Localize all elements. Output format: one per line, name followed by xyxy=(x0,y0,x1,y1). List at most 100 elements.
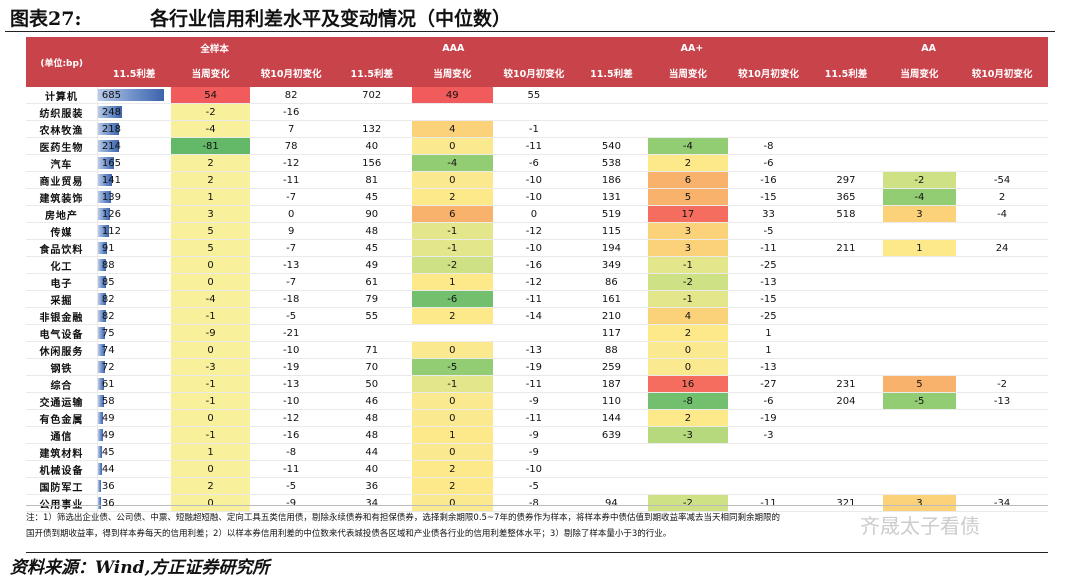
value-cell xyxy=(956,120,1048,138)
figure-title-bar: 图表27: 各行业信用利差水平及变动情况（中位数） xyxy=(0,0,1080,30)
spread-data-bar xyxy=(97,123,119,135)
weekly-change-cell: 0 xyxy=(411,137,494,155)
weekly-change-cell xyxy=(648,103,728,121)
value-cell: -8 xyxy=(250,443,332,461)
weekly-change-cell: 1 xyxy=(411,273,494,291)
value-cell: -11 xyxy=(250,460,332,478)
value-cell xyxy=(493,103,575,121)
value-cell: -13 xyxy=(727,273,810,291)
all-spread-cell: 75 xyxy=(97,324,171,342)
weekly-change-cell: 2 xyxy=(170,171,251,189)
value-cell: -21 xyxy=(250,324,332,342)
spread-data-bar xyxy=(97,310,106,322)
all-spread-cell: 36 xyxy=(97,494,171,512)
value-cell xyxy=(956,290,1048,308)
weekly-change-cell: -8 xyxy=(648,392,728,410)
value-cell: 40 xyxy=(331,460,412,478)
weekly-change-cell xyxy=(882,426,957,444)
weekly-change-cell: -4 xyxy=(170,290,251,308)
weekly-change-cell: 0 xyxy=(411,409,494,427)
weekly-change-cell: -1 xyxy=(170,307,251,325)
weekly-change-cell: 2 xyxy=(411,307,494,325)
weekly-change-cell: -1 xyxy=(411,239,494,257)
value-cell xyxy=(809,341,883,359)
table-row: 有色金属 49 0 -12 48 0 -11 144 2 -19 xyxy=(26,409,1048,427)
value-cell: 46 xyxy=(331,392,412,410)
column-header: 较10月初变化 xyxy=(493,59,575,87)
value-cell: 194 xyxy=(574,239,649,257)
weekly-change-cell: 0 xyxy=(411,443,494,461)
weekly-change-cell xyxy=(882,273,957,291)
group-header-aa-plus: AA+ xyxy=(574,37,810,59)
weekly-change-cell xyxy=(882,222,957,240)
value-cell: -11 xyxy=(493,375,575,393)
industry-name: 汽车 xyxy=(26,154,98,172)
value-cell xyxy=(727,120,810,138)
table-row: 汽车 165 2 -12 156 -4 -6 538 2 -6 xyxy=(26,154,1048,172)
all-spread-cell: 49 xyxy=(97,426,171,444)
weekly-change-cell: 3 xyxy=(170,205,251,223)
value-cell: 131 xyxy=(574,188,649,206)
table-body: 计算机 685 54 82 702 49 55 纺织服装 248 -2 -16 农林牧渔 218 -4 7 1… xyxy=(26,87,1048,512)
value-cell: 156 xyxy=(331,154,412,172)
value-cell: 36 xyxy=(331,477,412,495)
value-cell: -11 xyxy=(727,494,810,512)
value-cell xyxy=(574,120,649,138)
spread-data-bar xyxy=(97,276,107,288)
spread-value: 72 xyxy=(101,361,115,373)
value-cell: 90 xyxy=(331,205,412,223)
weekly-change-cell xyxy=(882,87,957,104)
spread-data-bar xyxy=(97,242,107,254)
value-cell: -7 xyxy=(250,273,332,291)
column-header: 当周变化 xyxy=(648,59,728,87)
weekly-change-cell: 5 xyxy=(882,375,957,393)
all-spread-cell: 91 xyxy=(97,239,171,257)
all-spread-cell: 218 xyxy=(97,120,171,138)
value-cell xyxy=(809,409,883,427)
industry-name: 计算机 xyxy=(26,87,98,104)
value-cell: 1 xyxy=(727,324,810,342)
figure-title: 各行业信用利差水平及变动情况（中位数） xyxy=(150,8,512,30)
weekly-change-cell: 1 xyxy=(170,443,251,461)
industry-name: 农林牧渔 xyxy=(26,120,98,138)
weekly-change-cell: 0 xyxy=(411,392,494,410)
value-cell: 1 xyxy=(727,341,810,359)
spread-value: 85 xyxy=(101,276,115,288)
value-cell: -19 xyxy=(727,409,810,427)
weekly-change-cell: -1 xyxy=(648,290,728,308)
table-row: 房地产 126 3 0 90 6 0 519 17 33 518 3 -4 xyxy=(26,205,1048,223)
value-cell: -9 xyxy=(493,426,575,444)
value-cell xyxy=(574,87,649,104)
spread-value: 61 xyxy=(101,378,115,390)
value-cell: 88 xyxy=(574,341,649,359)
weekly-change-cell: 3 xyxy=(648,239,728,257)
value-cell xyxy=(809,87,883,104)
weekly-change-cell: 2 xyxy=(411,188,494,206)
value-cell: -16 xyxy=(493,256,575,274)
weekly-change-cell: 2 xyxy=(411,477,494,495)
weekly-change-cell: 1 xyxy=(882,239,957,257)
value-cell: -2 xyxy=(956,375,1048,393)
value-cell: 70 xyxy=(331,358,412,376)
weekly-change-cell: 17 xyxy=(648,205,728,223)
all-spread-cell: 82 xyxy=(97,307,171,325)
value-cell: 81 xyxy=(331,171,412,189)
all-spread-cell: 112 xyxy=(97,222,171,240)
value-cell xyxy=(809,358,883,376)
weekly-change-cell: 2 xyxy=(648,409,728,427)
value-cell: -8 xyxy=(727,137,810,155)
value-cell xyxy=(809,443,883,461)
table-row: 休闲服务 74 0 -10 71 0 -13 88 0 1 xyxy=(26,341,1048,359)
value-cell: 540 xyxy=(574,137,649,155)
weekly-change-cell: -1 xyxy=(648,256,728,274)
value-cell: -6 xyxy=(493,154,575,172)
value-cell xyxy=(809,103,883,121)
value-cell: 259 xyxy=(574,358,649,376)
value-cell: 187 xyxy=(574,375,649,393)
spread-table: (单位:bp) 全样本 AAA AA+ AA 11.5利差 当周变化 较10月初变化… xyxy=(26,37,1048,512)
value-cell: -6 xyxy=(727,392,810,410)
value-cell xyxy=(574,477,649,495)
weekly-change-cell: 3 xyxy=(648,222,728,240)
weekly-change-cell: -5 xyxy=(882,392,957,410)
value-cell: 55 xyxy=(331,307,412,325)
